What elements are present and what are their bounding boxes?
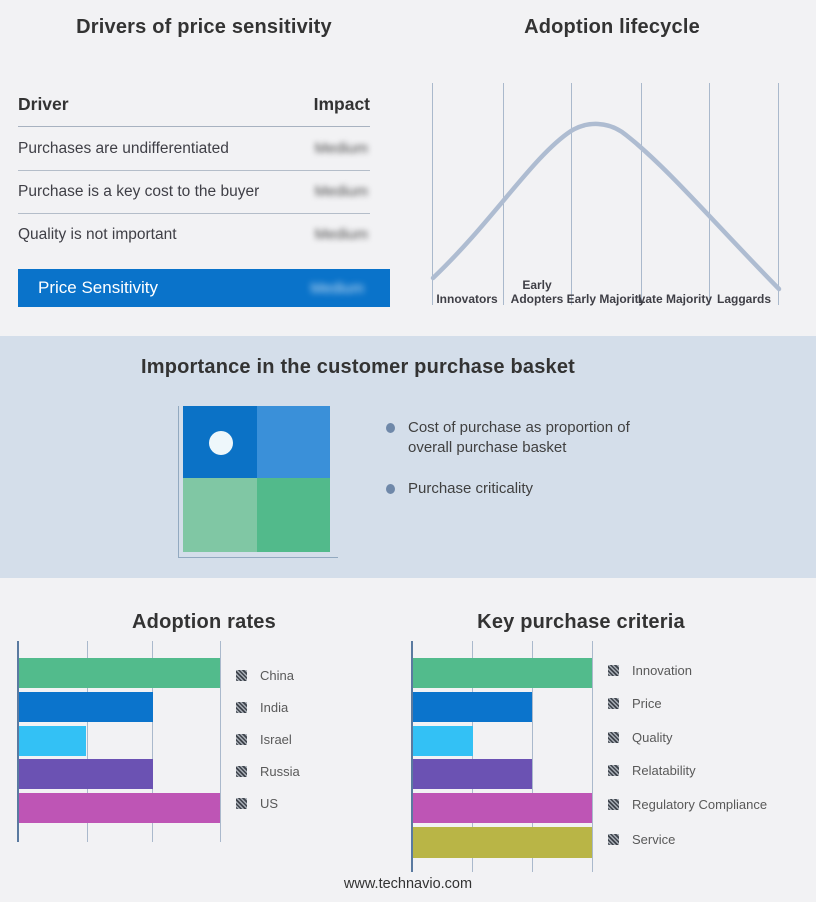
table-row: Quality is not important Medium [18, 213, 370, 256]
legend-label: US [260, 795, 279, 811]
legend-label: Relatability [632, 762, 696, 778]
stage-separator-line [503, 83, 504, 305]
stage-label-early-majority: Early Majority [566, 291, 646, 306]
adoption-rates-y-axis [17, 641, 19, 842]
bullet-icon [386, 423, 395, 433]
hatch-swatch-icon [608, 697, 619, 709]
bullet-icon [386, 484, 395, 494]
gridline [87, 641, 88, 842]
basket-bullet: Purchase criticality [386, 479, 648, 499]
hatch-swatch-icon [608, 798, 619, 810]
bar-us [19, 793, 220, 823]
adoption-rates-title: Adoption rates [132, 611, 276, 633]
stage-separator-line [778, 83, 779, 305]
legend-label: Price [632, 695, 662, 711]
impact-cell-blurred: Medium [310, 279, 364, 297]
bar-relatability [413, 759, 592, 789]
gridline [472, 641, 473, 872]
gridline [592, 641, 593, 872]
bullet-text: Purchase criticality [408, 480, 534, 497]
basket-panel-title: Importance in the customer purchase bask… [140, 356, 576, 378]
bar-service [413, 827, 592, 858]
gridline [532, 641, 533, 872]
hatch-swatch-icon [608, 664, 619, 676]
legend-label: Israel [260, 731, 292, 747]
bar-india [19, 692, 220, 722]
legend-item-china: China [236, 667, 294, 683]
legend-item-russia: Russia [236, 763, 300, 779]
hatch-swatch-icon [236, 669, 247, 681]
hatch-swatch-icon [236, 701, 247, 713]
gridline [220, 641, 221, 842]
stage-separator-line [432, 83, 433, 305]
driver-cell: Purchases are undifferentiated [18, 139, 229, 157]
lifecycle-panel-title: Adoption lifecycle [524, 16, 700, 38]
hatch-swatch-icon [608, 764, 619, 776]
hatch-swatch-icon [608, 833, 619, 845]
gridline [152, 641, 153, 842]
legend-label: Quality [632, 729, 673, 745]
legend-item-india: India [236, 699, 289, 715]
bar-russia [19, 759, 220, 789]
quadrant-y-axis [178, 406, 179, 558]
stage-separator-line [709, 83, 710, 305]
stage-label-laggards: Laggards [716, 291, 771, 306]
table-row: Purchases are undifferentiated Medium [18, 127, 370, 171]
driver-cell: Purchase is a key cost to the buyer [18, 182, 260, 200]
legend-item-us: US [236, 795, 279, 811]
price-sensitivity-label: Price Sensitivity [38, 278, 158, 297]
bar-israel [19, 726, 220, 756]
purchase-basket-band [0, 336, 816, 578]
hatch-swatch-icon [236, 733, 247, 745]
legend-item-service: Service [608, 831, 676, 847]
hatch-swatch-icon [608, 731, 619, 743]
stage-label-early-adopters: Early Adopters [510, 277, 564, 306]
adoption-bell-curve [430, 121, 782, 292]
legend-label: Russia [260, 763, 300, 779]
quadrant-top-right [257, 406, 330, 478]
bar-price [413, 692, 592, 722]
drivers-table-header: Driver Impact [18, 94, 370, 127]
table-row: Purchase is a key cost to the buyer Medi… [18, 170, 370, 214]
quadrant-bottom-left [183, 478, 257, 552]
price-sensitivity-highlight-row: Price Sensitivity Medium [18, 269, 390, 307]
drivers-panel-title: Drivers of price sensitivity [76, 16, 332, 38]
criteria-y-axis [411, 641, 413, 872]
hatch-swatch-icon [236, 765, 247, 777]
legend-item-price: Price [608, 695, 662, 711]
legend-item-quality: Quality [608, 729, 673, 745]
hatch-swatch-icon [236, 797, 247, 809]
website-footer: www.technavio.com [343, 876, 473, 892]
basket-bullet: Cost of purchase as proportion of overal… [386, 418, 648, 458]
legend-item-relatability: Relatability [608, 762, 696, 778]
impact-cell-blurred: Medium [314, 183, 368, 200]
legend-item-israel: Israel [236, 731, 292, 747]
purchase-criteria-title: Key purchase criteria [477, 611, 685, 633]
legend-item-regulatory-compliance: Regulatory Compliance [608, 796, 768, 812]
quadrant-bottom-right [257, 478, 330, 552]
legend-label: Regulatory Compliance [632, 796, 768, 812]
impact-cell-blurred: Medium [314, 226, 368, 243]
impact-column-header: Impact [313, 94, 370, 114]
quadrant-x-axis [178, 557, 338, 558]
legend-label: Service [632, 831, 676, 847]
stage-label-innovators: Innovators [436, 291, 498, 306]
stage-separator-line [641, 83, 642, 305]
bar-regulatory-compliance [413, 793, 592, 823]
stage-separator-line [571, 83, 572, 305]
legend-label: Innovation [632, 662, 692, 678]
stage-label-late-majority: Late Majority [637, 291, 712, 306]
bullet-text: Cost of purchase as proportion of overal… [408, 419, 630, 456]
driver-column-header: Driver [18, 94, 69, 114]
legend-label: India [260, 699, 289, 715]
legend-item-innovation: Innovation [608, 662, 692, 678]
legend-label: China [260, 667, 294, 683]
bar-china [19, 658, 220, 688]
bar-innovation [413, 658, 592, 688]
driver-cell: Quality is not important [18, 225, 177, 243]
position-marker-dot [209, 431, 233, 455]
bar-quality [413, 726, 592, 756]
impact-cell-blurred: Medium [314, 140, 368, 157]
